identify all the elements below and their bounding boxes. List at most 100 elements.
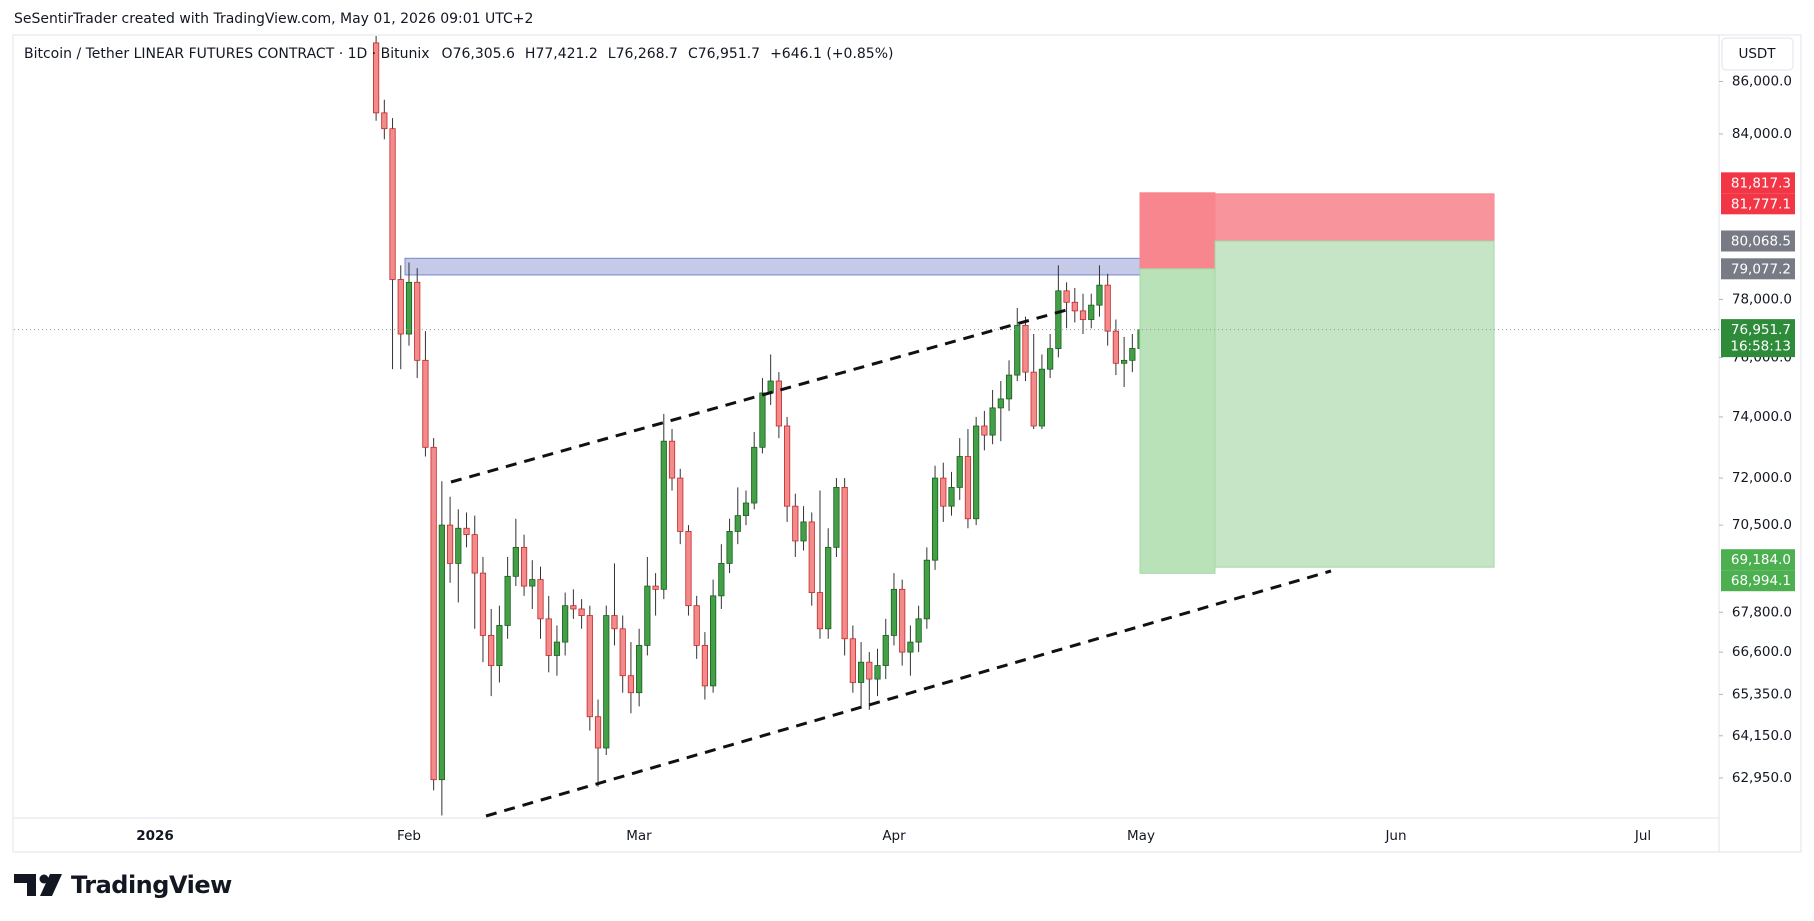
candle-body xyxy=(455,527,462,564)
candle-body xyxy=(636,645,643,694)
candle-body xyxy=(537,579,544,620)
upper-trend-line xyxy=(450,307,1071,484)
candle-body xyxy=(1096,284,1103,306)
candle-body xyxy=(989,407,996,436)
candle-body xyxy=(800,521,807,542)
plot-area xyxy=(14,36,1719,816)
candle-body xyxy=(1014,324,1021,376)
candle-body xyxy=(603,615,610,749)
candle-body xyxy=(471,534,478,574)
ohlc-value: +646.1 (+0.85%) xyxy=(770,46,893,62)
candle-body xyxy=(825,546,832,630)
candle-body xyxy=(660,440,667,590)
currency-button[interactable] xyxy=(1721,37,1794,71)
candle-body xyxy=(866,661,873,680)
candle-body xyxy=(964,456,972,520)
candle-body xyxy=(1047,348,1054,370)
candle-body xyxy=(907,641,914,653)
candle-body xyxy=(438,524,445,781)
brand-logo: TradingView xyxy=(14,871,233,899)
candle-body xyxy=(693,605,700,646)
currency: USDT xyxy=(1738,46,1776,62)
candle-body xyxy=(948,487,955,507)
candle-body xyxy=(1030,371,1037,427)
price-label: 68,994.1 xyxy=(1731,573,1791,589)
last-price-bg xyxy=(1721,319,1795,358)
candle-body xyxy=(1038,368,1046,427)
price-label: 80,068.5 xyxy=(1731,233,1791,249)
candle-body xyxy=(1112,330,1119,364)
watermark-text: SeSentirTrader created with TradingView.… xyxy=(14,11,533,27)
y-tick-label: 72,000.0 xyxy=(1732,470,1792,486)
candle-body xyxy=(701,645,709,687)
candle-body xyxy=(594,716,602,749)
candle-body xyxy=(775,380,782,427)
candle-body xyxy=(446,524,454,564)
candle-body xyxy=(841,487,848,640)
candle-body xyxy=(1022,324,1029,373)
candle-body xyxy=(1104,284,1111,332)
candle-body xyxy=(619,628,626,677)
price-label-bg xyxy=(1721,570,1795,592)
y-tick-label: 62,950.0 xyxy=(1732,770,1792,786)
price-label-bg xyxy=(1721,549,1795,571)
candle-body xyxy=(512,546,519,577)
candle-body xyxy=(997,398,1004,409)
candle-body xyxy=(784,425,791,507)
y-tick-label: 65,350.0 xyxy=(1732,686,1792,702)
candle-body xyxy=(414,281,421,361)
candle-body xyxy=(792,505,799,542)
candle-body xyxy=(1055,290,1062,350)
candle-body xyxy=(816,592,824,630)
candle-body xyxy=(899,588,906,653)
symbol-legend: Bitcoin / Tether LINEAR FUTURES CONTRACT… xyxy=(24,46,893,62)
x-tick-label: Jun xyxy=(1384,828,1406,844)
candle-body xyxy=(578,608,585,616)
candle-body xyxy=(479,572,487,636)
y-tick-label: 78,000.0 xyxy=(1732,291,1792,307)
candle-body xyxy=(874,665,881,680)
candle-body xyxy=(430,446,437,781)
candle-body xyxy=(759,392,766,448)
lower-trend-line xyxy=(485,569,1332,818)
y-tick-label: 64,150.0 xyxy=(1732,728,1792,744)
stop-zone xyxy=(1139,192,1216,270)
candle-body xyxy=(923,559,930,620)
ohlc-value: O76,305.6 xyxy=(442,46,515,62)
candle-body xyxy=(652,585,659,590)
candle-body xyxy=(981,425,988,436)
logo-slash xyxy=(40,874,62,896)
candle-body xyxy=(940,477,947,507)
candle-body xyxy=(882,635,889,666)
ohlc-value: C76,951.7 xyxy=(688,46,760,62)
countdown: 16:58:13 xyxy=(1730,339,1791,355)
ohlc-value: L76,268.7 xyxy=(608,46,678,62)
candle-body xyxy=(668,440,676,479)
candle-body xyxy=(808,521,815,593)
stop-zone xyxy=(1214,193,1495,242)
candle-body xyxy=(520,546,528,587)
axes: 86,000.084,000.078,000.076,000.074,000.0… xyxy=(136,73,1795,844)
candle-body xyxy=(1005,374,1013,400)
candle-body xyxy=(389,128,396,280)
price-label: 79,077.2 xyxy=(1731,261,1791,277)
candle-body xyxy=(742,502,750,517)
trend-lines xyxy=(450,307,1332,818)
target-zone xyxy=(1139,268,1216,574)
candle-body xyxy=(570,605,577,610)
candle-body xyxy=(463,527,470,536)
candle-body xyxy=(956,456,963,488)
candle-body xyxy=(857,661,865,683)
candle-body xyxy=(710,595,717,687)
y-tick-label: 74,000.0 xyxy=(1732,409,1792,425)
price-label: 81,777.1 xyxy=(1731,196,1791,212)
candle-body xyxy=(915,618,922,643)
price-label-bg xyxy=(1721,193,1795,215)
candle-body xyxy=(1121,359,1128,364)
y-tick-label: 84,000.0 xyxy=(1732,126,1792,142)
price-label: 69,184.0 xyxy=(1731,552,1791,568)
candle-body xyxy=(586,615,593,718)
y-tick-label: 66,600.0 xyxy=(1732,644,1792,660)
candle-body xyxy=(504,575,511,626)
